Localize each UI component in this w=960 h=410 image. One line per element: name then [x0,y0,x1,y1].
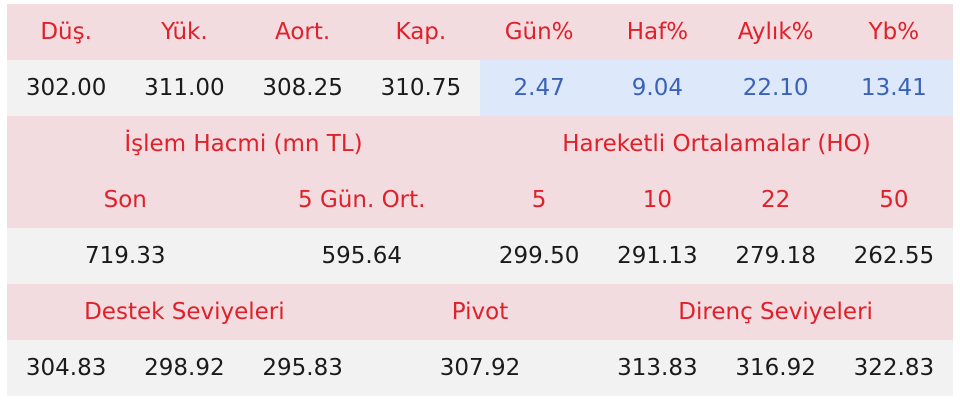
pivot-label: Pivot [361,284,599,340]
support-2: 298.92 [125,340,244,396]
section-title-row: İşlem Hacmi (mn TL) Hareketli Ortalamala… [7,116,953,172]
resistance-2: 316.92 [716,340,835,396]
support-1: 304.83 [7,340,126,396]
ma-period-50: 50 [834,172,953,228]
pivot-value: 307.92 [361,340,599,396]
header-ytd-pct: Yb% [834,4,953,60]
volume-son-label: Son [7,172,244,228]
value-weekly-pct: 9.04 [598,60,717,116]
value-high: 311.00 [125,60,244,116]
volume-avg-label: 5 Gün. Ort. [243,172,480,228]
ma-period-22: 22 [716,172,835,228]
resistance-1: 313.83 [598,340,717,396]
value-daily-pct: 2.47 [480,60,599,116]
value-avg: 308.25 [243,60,362,116]
ma-value-5: 299.50 [480,228,599,284]
volume-ma-value-row: 719.33 595.64 299.50 291.13 279.18 262.5… [7,228,953,284]
header-weekly-pct: Haf% [598,4,717,60]
header-daily-pct: Gün% [480,4,599,60]
ma-period-5: 5 [480,172,599,228]
value-ytd-pct: 13.41 [834,60,953,116]
value-close: 310.75 [361,60,480,116]
sub-header-row: Son 5 Gün. Ort. 5 10 22 50 [7,172,953,228]
price-value-row: 302.00 311.00 308.25 310.75 2.47 9.04 22… [7,60,953,116]
header-monthly-pct: Aylık% [716,4,835,60]
price-header-row: Düş. Yük. Aort. Kap. Gün% Haf% Aylık% Yb… [7,4,953,60]
resistance-3: 322.83 [834,340,953,396]
support-3: 295.83 [243,340,362,396]
volume-title: İşlem Hacmi (mn TL) [7,116,480,172]
ma-value-50: 262.55 [834,228,953,284]
ma-value-10: 291.13 [598,228,717,284]
levels-header-row: Destek Seviyeleri Pivot Direnç Seviyeler… [7,284,953,340]
header-low: Düş. [7,4,126,60]
header-close: Kap. [361,4,480,60]
value-low: 302.00 [7,60,126,116]
moving-averages-title: Hareketli Ortalamalar (HO) [480,116,953,172]
ma-period-10: 10 [598,172,717,228]
volume-avg-value: 595.64 [243,228,480,284]
support-label: Destek Seviyeleri [7,284,362,340]
volume-son-value: 719.33 [7,228,244,284]
ma-value-22: 279.18 [716,228,835,284]
header-high: Yük. [125,4,244,60]
header-avg: Aort. [243,4,362,60]
value-monthly-pct: 22.10 [716,60,835,116]
stock-summary-table: Düş. Yük. Aort. Kap. Gün% Haf% Aylık% Yb… [7,4,953,396]
resistance-label: Direnç Seviyeleri [598,284,953,340]
levels-value-row: 304.83 298.92 295.83 307.92 313.83 316.9… [7,340,953,396]
